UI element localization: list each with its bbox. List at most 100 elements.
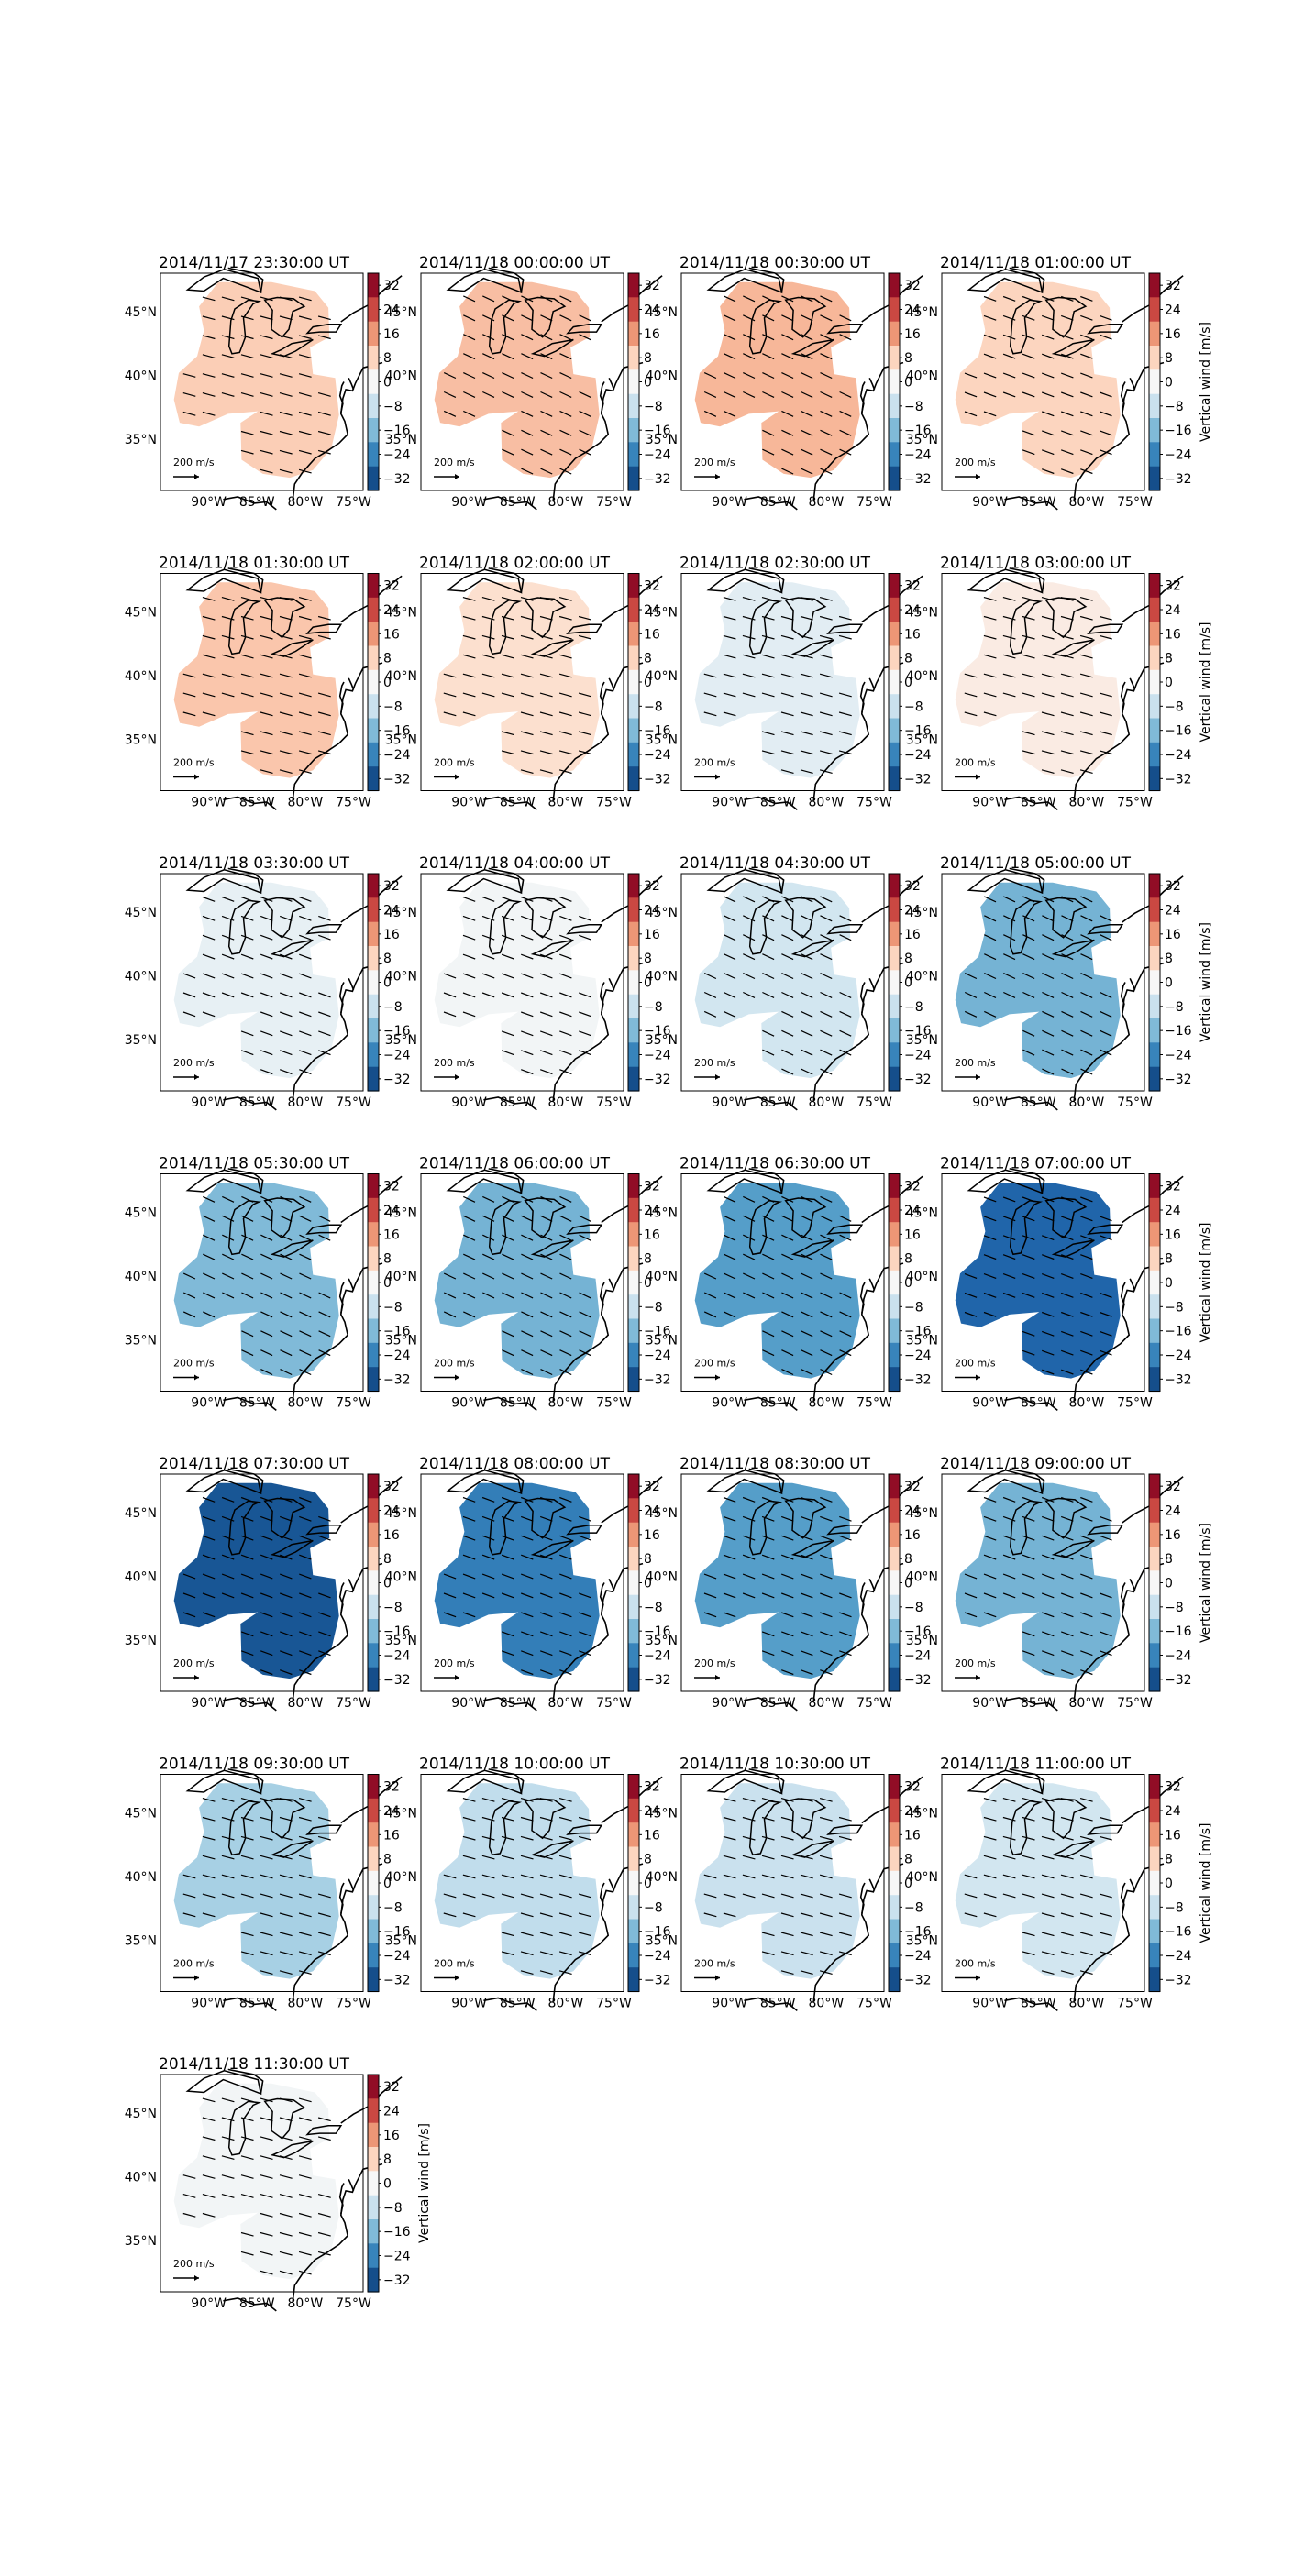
wind-vector: [762, 1253, 775, 1260]
wind-vector: [1100, 934, 1112, 941]
wind-vector: [521, 1215, 534, 1222]
wind-vector: [260, 654, 273, 659]
wind-vector: [983, 1573, 997, 1580]
wind-vector: [1100, 430, 1112, 436]
wind-vector: [1002, 1874, 1016, 1879]
colorbar-tick-label: −32: [644, 1073, 671, 1087]
wind-vector: [801, 1195, 813, 1203]
wind-vector: [539, 769, 553, 774]
wind-vector: [579, 915, 591, 921]
wind-vector: [240, 896, 254, 902]
lat-tick-label: 40°N: [125, 1570, 157, 1585]
colorbar-segment: [368, 273, 379, 298]
colorbar-segment: [368, 466, 379, 491]
wind-vector: [839, 429, 852, 436]
lake-outline: [305, 1224, 343, 1235]
lat-tick-label: 45°N: [906, 605, 938, 620]
coastline: [608, 1278, 615, 1291]
wind-vector: [299, 1253, 312, 1260]
wind-vector: [1060, 1669, 1074, 1676]
lake-outline: [446, 1769, 523, 1795]
wind-vector: [501, 1855, 514, 1860]
wind-vector: [781, 1349, 794, 1357]
colorbar-tick-label: 8: [644, 1552, 652, 1567]
coastline: [1129, 677, 1136, 690]
wind-vector: [221, 296, 235, 302]
wind-vector: [1060, 597, 1074, 601]
wind-vector: [723, 634, 736, 640]
wind-vector: [221, 2136, 235, 2141]
wind-vector: [742, 1573, 756, 1580]
wind-vector: [820, 1515, 833, 1522]
wind-vector: [443, 673, 457, 678]
lake-outline: [488, 899, 523, 955]
wind-vector: [521, 334, 534, 341]
wind-vector: [279, 934, 293, 941]
wind-vector: [501, 1893, 514, 1899]
wind-vector: [202, 1798, 216, 1802]
wind-vector: [280, 1234, 293, 1241]
wind-vector: [221, 2117, 235, 2122]
lon-tick-label: 85°W: [239, 1095, 275, 1110]
colorbar-segment: [889, 1522, 900, 1547]
colorbar-tick-label: 0: [904, 676, 912, 690]
wind-vector: [221, 1535, 235, 1541]
colorbar-segment: [368, 1822, 379, 1848]
lon-tick-label: 80°W: [809, 1696, 845, 1711]
wind-vector: [800, 1573, 813, 1580]
wind-vector: [540, 468, 553, 475]
colorbar-segment: [1149, 1197, 1160, 1223]
wind-vector: [838, 1893, 852, 1899]
wind-vector: [559, 934, 572, 941]
wind-vector: [800, 692, 813, 698]
lat-tick-label: 35°N: [646, 1634, 678, 1648]
wind-vector: [443, 1874, 457, 1879]
wind-vector: [539, 1592, 553, 1599]
lon-tick-label: 75°W: [596, 1095, 632, 1110]
wind-vector: [781, 1010, 794, 1018]
wind-vector: [819, 1798, 833, 1802]
wind-vector: [819, 769, 833, 774]
lake-outline: [706, 1769, 783, 1795]
coastline: [599, 982, 605, 1014]
wind-vector: [578, 750, 591, 755]
colorbar-tick-label: −16: [1165, 1624, 1192, 1639]
wind-vector: [762, 1292, 775, 1299]
wind-vector: [983, 1235, 997, 1241]
colorbar-tick-label: −8: [644, 1900, 663, 1915]
wind-vector: [540, 1292, 553, 1299]
panel-title: 2014/11/18 01:00:00 UT: [940, 254, 1132, 272]
lat-tick-label: 40°N: [125, 369, 157, 384]
wind-vector: [558, 1970, 572, 1975]
wind-vector: [964, 1273, 978, 1279]
wind-vector: [299, 934, 312, 941]
colorbar-segment: [1149, 718, 1160, 743]
wind-vector: [240, 335, 254, 340]
lon-tick-label: 80°W: [548, 495, 584, 510]
wind-vector: [240, 1932, 254, 1937]
wind-vector: [540, 314, 553, 322]
reference-vector-arrowhead: [194, 474, 199, 479]
coastline: [748, 1768, 785, 1794]
lake-outline: [566, 1224, 603, 1235]
lake-outline: [566, 623, 603, 634]
wind-vector: [540, 1215, 553, 1222]
colorbar-segment: [1149, 1498, 1160, 1524]
wind-vector: [279, 1592, 293, 1599]
wind-vector: [240, 1798, 254, 1802]
wind-vector: [501, 673, 514, 678]
panel-title: 2014/11/18 00:00:00 UT: [419, 254, 611, 272]
lake-outline: [263, 296, 306, 338]
wind-vector: [221, 2097, 235, 2103]
wind-vector: [318, 1050, 331, 1056]
wind-vector: [520, 1515, 534, 1522]
colorbar-tick-label: −8: [644, 1300, 663, 1315]
wind-vector: [221, 2194, 235, 2198]
colorbar-segment: [1149, 946, 1160, 971]
wind-vector: [260, 973, 273, 979]
wind-vector: [743, 372, 756, 380]
wind-vector: [539, 1554, 553, 1560]
